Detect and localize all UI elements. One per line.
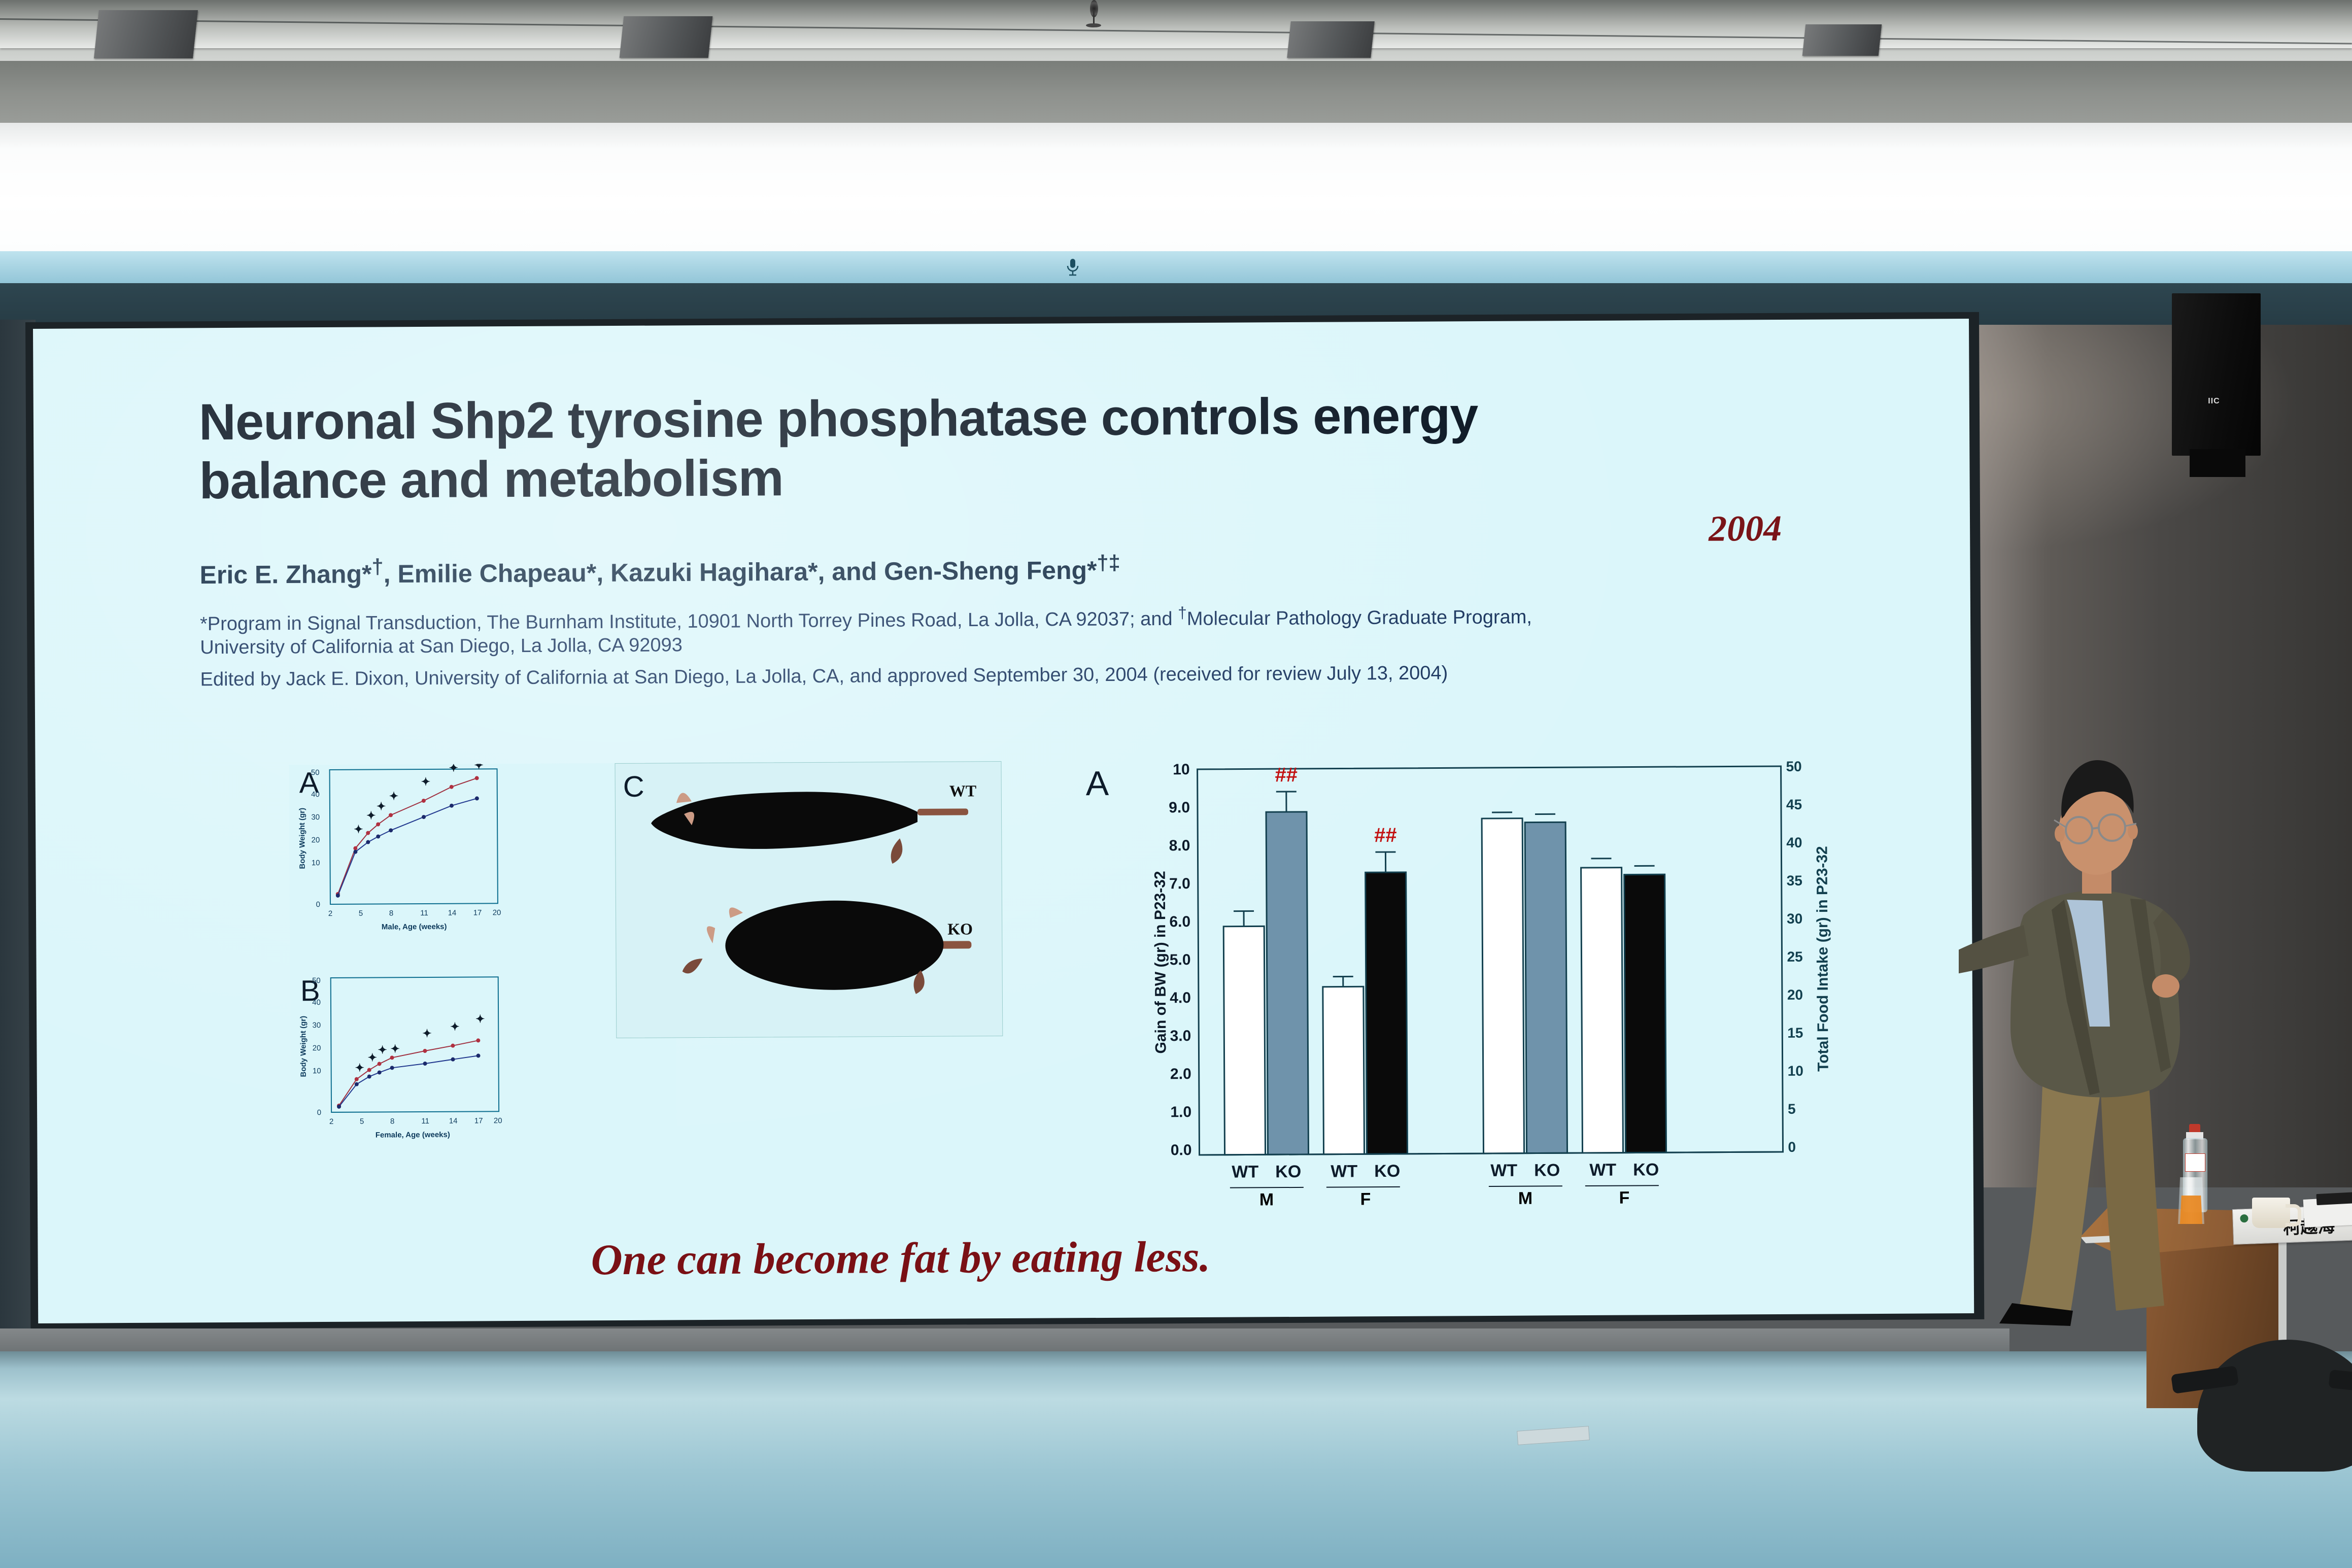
svg-text:40: 40 [1786, 835, 1802, 850]
svg-text:30: 30 [1787, 911, 1802, 927]
svg-text:✦: ✦ [377, 800, 386, 812]
svg-text:8: 8 [389, 909, 393, 917]
svg-text:A: A [1086, 764, 1109, 803]
svg-text:45: 45 [1786, 797, 1802, 812]
svg-text:M: M [1259, 1190, 1274, 1209]
svg-text:8: 8 [390, 1117, 394, 1126]
svg-text:50: 50 [311, 768, 320, 777]
svg-text:✦: ✦ [422, 1027, 432, 1040]
svg-text:KO: KO [1374, 1162, 1400, 1181]
svg-text:20: 20 [494, 1116, 502, 1125]
svg-text:17: 17 [474, 1116, 483, 1125]
svg-text:✦: ✦ [355, 1062, 365, 1074]
svg-text:11: 11 [421, 1117, 429, 1126]
svg-text:5: 5 [360, 1117, 364, 1126]
svg-text:10: 10 [313, 1067, 321, 1075]
svg-text:30: 30 [311, 813, 320, 822]
svg-text:2: 2 [328, 909, 332, 918]
svg-text:WT: WT [1331, 1162, 1357, 1181]
svg-text:11: 11 [420, 909, 428, 917]
svg-text:WT: WT [1490, 1161, 1517, 1180]
svg-text:50: 50 [1786, 759, 1801, 774]
svg-text:Gain of BW (gr) in P23-32: Gain of BW (gr) in P23-32 [1152, 871, 1170, 1053]
svg-text:14: 14 [449, 1117, 458, 1126]
svg-text:14: 14 [448, 909, 457, 917]
svg-text:✦: ✦ [366, 809, 376, 822]
svg-text:50: 50 [312, 976, 321, 985]
svg-text:9.0: 9.0 [1169, 799, 1190, 816]
svg-text:40: 40 [312, 998, 321, 1007]
svg-text:5: 5 [1788, 1101, 1796, 1117]
svg-text:10: 10 [1788, 1063, 1803, 1079]
svg-text:✦: ✦ [474, 763, 484, 771]
svg-text:2.0: 2.0 [1170, 1066, 1191, 1082]
svg-text:30: 30 [312, 1021, 321, 1030]
svg-text:3.0: 3.0 [1170, 1028, 1191, 1044]
svg-text:F: F [1619, 1188, 1630, 1208]
svg-text:Body Weight (gr): Body Weight (gr) [299, 1016, 308, 1077]
svg-text:25: 25 [1787, 949, 1802, 965]
svg-text:0.0: 0.0 [1171, 1142, 1192, 1158]
svg-text:5.0: 5.0 [1170, 951, 1191, 968]
svg-text:10: 10 [312, 859, 320, 867]
svg-text:Male, Age (weeks): Male, Age (weeks) [382, 923, 447, 932]
svg-text:WT: WT [1232, 1162, 1258, 1181]
svg-text:WT: WT [1589, 1161, 1616, 1180]
svg-text:##: ## [1374, 824, 1397, 846]
svg-text:20: 20 [313, 1044, 321, 1052]
svg-text:0: 0 [317, 1108, 321, 1117]
svg-text:0: 0 [1788, 1139, 1796, 1155]
svg-text:Total Food Intake (gr) in P23-: Total Food Intake (gr) in P23-32 [1814, 846, 1831, 1072]
svg-text:F: F [1360, 1189, 1371, 1209]
svg-text:20: 20 [312, 836, 320, 844]
svg-text:4.0: 4.0 [1170, 990, 1191, 1006]
svg-text:5: 5 [359, 909, 363, 918]
svg-text:Body Weight (gr): Body Weight (gr) [298, 808, 307, 869]
svg-text:✦: ✦ [421, 775, 431, 788]
svg-text:✦: ✦ [378, 1043, 387, 1056]
svg-text:8.0: 8.0 [1169, 837, 1190, 854]
svg-text:1.0: 1.0 [1170, 1104, 1191, 1120]
svg-text:WT: WT [949, 781, 977, 800]
svg-text:0: 0 [316, 900, 320, 909]
svg-text:✦: ✦ [367, 1051, 377, 1064]
svg-text:20: 20 [1787, 987, 1803, 1003]
svg-text:M: M [1518, 1189, 1533, 1208]
svg-text:KO: KO [1275, 1162, 1301, 1181]
svg-text:35: 35 [1787, 873, 1802, 889]
svg-text:✦: ✦ [475, 1012, 485, 1025]
svg-text:KO: KO [1633, 1160, 1659, 1179]
svg-text:Female, Age (weeks): Female, Age (weeks) [376, 1131, 450, 1140]
svg-text:C: C [623, 770, 644, 803]
svg-text:##: ## [1275, 764, 1298, 786]
svg-text:40: 40 [311, 790, 320, 799]
svg-text:6.0: 6.0 [1169, 913, 1190, 930]
svg-text:17: 17 [473, 908, 482, 917]
svg-text:KO: KO [947, 919, 973, 938]
svg-text:10: 10 [1173, 761, 1190, 778]
svg-text:KO: KO [1534, 1161, 1560, 1180]
svg-text:20: 20 [493, 908, 501, 917]
svg-text:15: 15 [1787, 1025, 1803, 1041]
svg-text:✦: ✦ [450, 1020, 460, 1033]
svg-text:✦: ✦ [449, 763, 458, 774]
svg-text:✦: ✦ [389, 790, 399, 802]
svg-text:2: 2 [329, 1117, 333, 1126]
svg-text:✦: ✦ [390, 1042, 400, 1055]
svg-text:✦: ✦ [354, 823, 363, 836]
svg-text:7.0: 7.0 [1169, 875, 1190, 892]
